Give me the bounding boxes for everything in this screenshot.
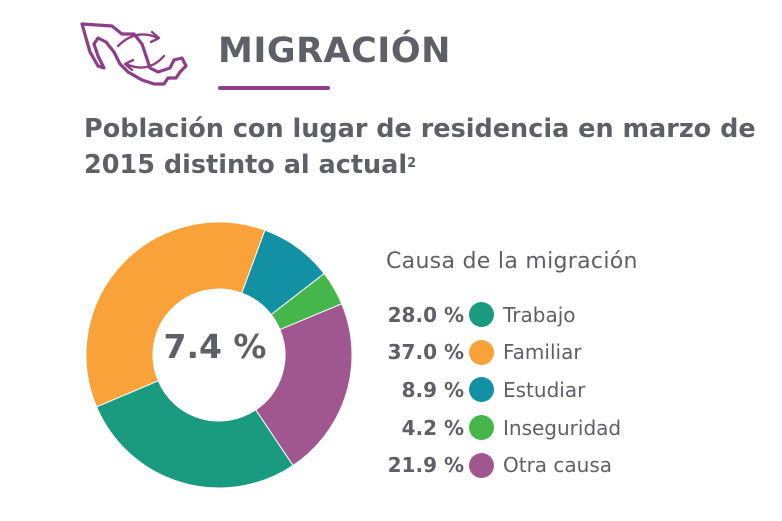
legend-value: 28.0 % [387,302,464,327]
footnote-mark: 2 [407,156,417,171]
mexico-map-migration-icon [80,22,188,86]
legend-label: Trabajo [503,302,576,327]
legend-swatch [469,377,494,403]
legend-label: Otra causa [503,453,613,478]
legend-label: Inseguridad [503,415,622,440]
legend-value: 4.2 % [401,415,464,440]
title-underline [218,86,330,90]
subtitle-text: Población con lugar de residencia en mar… [84,114,756,180]
legend-label: Estudiar [503,377,586,402]
legend-swatch [469,302,494,328]
legend-item: 28.0 % Trabajo [370,296,750,334]
donut-slice-familiar [85,222,266,408]
chart-subtitle: Población con lugar de residencia en mar… [84,111,764,183]
legend-value: 21.9 % [387,453,464,478]
legend-swatch [469,452,494,478]
legend-value: 8.9 % [401,377,464,402]
legend-title: Causa de la migración [386,249,638,274]
legend-item: 4.2 % Inseguridad [370,409,750,447]
legend-label: Familiar [503,340,582,365]
legend-item: 8.9 % Estudiar [370,371,750,409]
legend-swatch [469,339,494,365]
donut-slice-otra-causa [255,303,353,467]
legend-swatch [469,415,494,441]
legend-item: 37.0 % Familiar [370,334,750,372]
donut-chart [85,222,353,488]
page-title: MIGRACIÓN [218,31,451,71]
chart-legend: 28.0 % Trabajo 37.0 % Familiar 8.9 % Estudiar… [370,296,750,484]
donut-slice-trabajo [95,380,294,488]
donut-center-label: 7.4 % [163,327,267,366]
legend-value: 37.0 % [387,340,464,365]
legend-item: 21.9 % Otra causa [370,446,750,484]
